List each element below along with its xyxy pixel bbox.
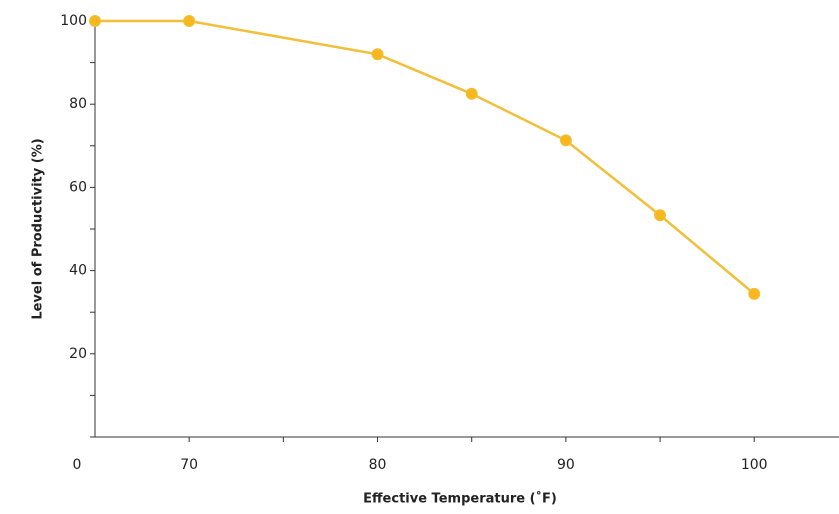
y-axis-title: Level of Productivity (%) bbox=[31, 138, 46, 319]
x-tick-label: 80 bbox=[369, 457, 387, 473]
line bbox=[95, 19, 756, 295]
marker bbox=[89, 15, 101, 27]
y-tick-label: 40 bbox=[69, 263, 87, 279]
marker bbox=[371, 48, 384, 61]
x-tick-label: 70 bbox=[180, 457, 198, 473]
y-tick-label: 80 bbox=[69, 96, 87, 112]
marker bbox=[559, 134, 572, 147]
marker bbox=[465, 87, 478, 100]
marker bbox=[748, 287, 761, 300]
marker bbox=[183, 15, 196, 27]
y-tick-label: 100 bbox=[60, 13, 87, 29]
marker bbox=[654, 209, 667, 222]
x-tick-label: 100 bbox=[741, 457, 768, 473]
x-axis-title: Effective Temperature (˚F) bbox=[363, 491, 557, 507]
y-tick-label: 20 bbox=[69, 346, 87, 362]
y-tick-label: 0 bbox=[73, 457, 82, 473]
x-tick-label: 90 bbox=[557, 457, 575, 473]
y-tick-label: 60 bbox=[69, 179, 87, 195]
